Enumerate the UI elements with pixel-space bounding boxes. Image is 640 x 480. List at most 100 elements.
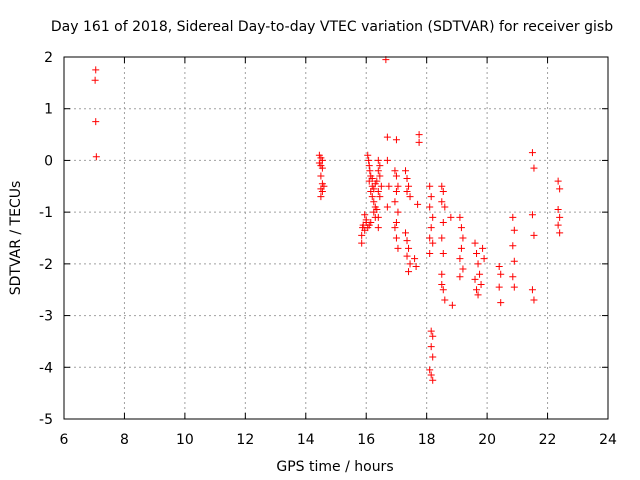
data-point: [480, 255, 488, 263]
y-tick-label: 0: [44, 153, 53, 169]
data-point: [426, 250, 434, 258]
data-point: [509, 273, 517, 281]
data-point: [402, 229, 410, 237]
data-point: [456, 273, 464, 281]
data-point: [439, 250, 447, 258]
data-point: [415, 131, 423, 139]
data-point: [441, 296, 449, 304]
data-point: [392, 136, 400, 144]
data-point: [403, 187, 411, 195]
x-tick-label: 12: [236, 432, 254, 448]
data-point: [414, 200, 422, 208]
data-point: [426, 203, 434, 211]
data-point: [530, 296, 538, 304]
data-point: [438, 270, 446, 278]
data-point: [403, 252, 411, 260]
data-point: [495, 283, 503, 291]
data-point: [476, 270, 484, 278]
data-point: [394, 208, 402, 216]
data-point: [456, 213, 464, 221]
x-tick-label: 16: [357, 432, 375, 448]
data-point: [438, 198, 446, 206]
x-tick-label: 10: [176, 432, 194, 448]
data-point: [373, 206, 381, 214]
data-point: [364, 151, 372, 159]
y-tick-label: -4: [39, 360, 53, 376]
data-point: [448, 301, 456, 309]
y-axis-label: SDTVAR / TECUs: [8, 181, 24, 296]
data-point: [447, 213, 455, 221]
data-point: [429, 213, 437, 221]
data-point: [528, 211, 536, 219]
data-point: [528, 149, 536, 157]
data-point: [556, 229, 564, 237]
data-point: [439, 218, 447, 226]
data-point: [391, 224, 399, 232]
data-point: [368, 175, 376, 183]
data-point: [439, 286, 447, 294]
data-point: [471, 239, 479, 247]
data-point: [371, 180, 379, 188]
data-point: [556, 185, 564, 193]
data-point: [358, 239, 366, 247]
y-tick-label: -2: [39, 257, 53, 273]
data-point: [415, 138, 423, 146]
data-point: [497, 299, 505, 307]
data-point: [317, 172, 325, 180]
data-point: [473, 250, 481, 258]
data-point: [383, 133, 391, 141]
data-point: [457, 224, 465, 232]
data-point: [406, 260, 414, 268]
data-point: [438, 281, 446, 289]
data-point: [318, 187, 326, 195]
data-point: [411, 255, 419, 263]
data-point: [456, 255, 464, 263]
data-point: [317, 193, 325, 201]
data-point: [385, 182, 393, 190]
data-point: [439, 187, 447, 195]
data-point: [497, 270, 505, 278]
data-point: [426, 366, 434, 374]
data-point: [361, 211, 369, 219]
data-point: [92, 153, 100, 161]
data-point: [366, 167, 374, 175]
data-point: [556, 213, 564, 221]
data-point: [412, 262, 420, 270]
data-point: [495, 262, 503, 270]
chart-title: Day 161 of 2018, Sidereal Day-to-day VTE…: [51, 19, 613, 35]
data-point: [510, 257, 518, 265]
data-point: [427, 371, 435, 379]
x-tick-label: 24: [599, 432, 617, 448]
data-point: [509, 242, 517, 250]
data-point: [441, 203, 449, 211]
data-point: [392, 234, 400, 242]
data-point: [438, 234, 446, 242]
data-point: [530, 164, 538, 172]
data-point: [318, 164, 326, 172]
data-point: [554, 206, 562, 214]
data-point: [405, 268, 413, 276]
data-point: [370, 198, 378, 206]
data-point: [429, 332, 437, 340]
axis-ticks: [63, 56, 609, 420]
data-point: [374, 167, 382, 175]
y-tick-label: -1: [39, 205, 53, 221]
data-point: [374, 213, 382, 221]
data-point: [374, 224, 382, 232]
data-point: [394, 182, 402, 190]
x-tick-label: 20: [478, 432, 496, 448]
data-point: [374, 187, 382, 195]
data-point: [383, 156, 391, 164]
data-point: [479, 244, 487, 252]
data-point: [391, 198, 399, 206]
data-point: [358, 231, 366, 239]
data-point: [377, 182, 385, 190]
data-point: [554, 177, 562, 185]
data-point: [403, 175, 411, 183]
data-point: [374, 156, 382, 164]
data-point: [427, 224, 435, 232]
data-point: [367, 218, 375, 226]
x-tick-label: 18: [418, 432, 436, 448]
data-point: [392, 172, 400, 180]
